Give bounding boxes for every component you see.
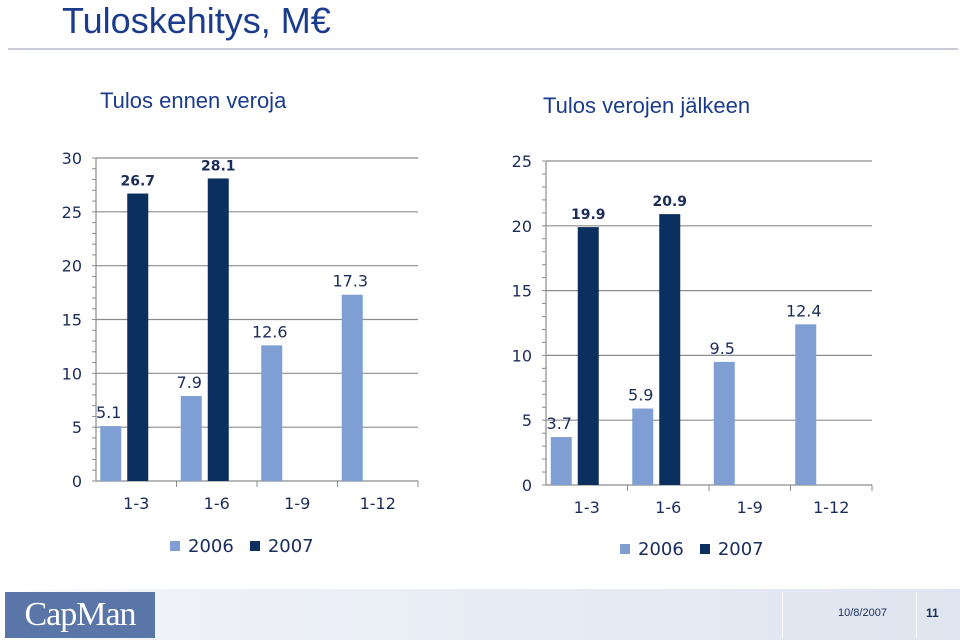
data-label: 5.9 (628, 386, 653, 405)
logo-text: CapMan (24, 596, 136, 633)
y-tick-label: 25 (512, 152, 532, 171)
bar-2007-1-3 (127, 193, 149, 481)
y-tick-label: 10 (512, 346, 532, 365)
bar-2006-1-12 (795, 324, 817, 485)
x-tick-label: 1-6 (204, 494, 230, 513)
bar-2006-1-12 (341, 294, 363, 481)
legend-swatch-2007 (249, 541, 260, 551)
footer-date: 10/8/2007 (838, 607, 887, 619)
x-tick-label: 1-12 (360, 494, 396, 513)
y-tick-label: 25 (62, 203, 82, 222)
legend-pretax: 2006 2007 (170, 534, 330, 558)
footer-divider (916, 592, 917, 638)
x-tick-label: 1-9 (737, 498, 763, 517)
legend-aftertax: 2006 2007 (620, 537, 780, 561)
legend-label-2006: 2006 (638, 538, 684, 560)
legend-label-2007: 2007 (267, 535, 314, 557)
footer-band (0, 589, 960, 640)
legend-swatch-2006 (620, 544, 630, 554)
legend-label-2007: 2007 (717, 538, 764, 560)
y-tick-label: 0 (522, 476, 532, 495)
x-tick-label: 1-9 (284, 494, 310, 513)
y-tick-label: 20 (62, 257, 82, 276)
bar-2006-1-3 (550, 437, 572, 485)
y-tick-label: 0 (72, 472, 82, 491)
data-label: 17.3 (332, 272, 368, 291)
y-tick-label: 15 (512, 282, 532, 301)
legend-item-2006: 2006 (170, 536, 234, 557)
x-tick-label: 1-3 (574, 498, 600, 517)
bar-2007-1-3 (577, 227, 599, 485)
chart-title-aftertax: Tulos verojen jälkeen (543, 93, 751, 118)
data-label: 28.1 (201, 158, 236, 174)
y-tick-label: 5 (522, 411, 532, 430)
data-label: 5.1 (96, 403, 121, 422)
data-label: 9.5 (710, 339, 735, 358)
legend-label-2006: 2006 (188, 535, 234, 557)
y-tick-label: 30 (62, 149, 82, 168)
chart-title-pretax: Tulos ennen veroja (100, 88, 287, 113)
legend-item-2007: 2007 (699, 538, 764, 560)
bar-2007-1-6 (659, 214, 681, 486)
legend-item-2007: 2007 (249, 535, 314, 557)
title-divider (8, 48, 958, 50)
bar-2007-1-6 (207, 178, 229, 481)
y-tick-label: 20 (512, 217, 532, 236)
data-label: 26.7 (120, 174, 155, 190)
bar-2006-1-3 (100, 426, 122, 481)
y-tick-label: 15 (62, 311, 82, 330)
footer-divider (782, 592, 783, 638)
bar-2006-1-6 (180, 395, 202, 481)
bar-2006-1-9 (261, 345, 283, 481)
data-label: 19.9 (571, 207, 606, 223)
bar-2006-1-9 (713, 361, 735, 485)
capman-logo: CapMan (5, 592, 155, 638)
x-tick-label: 1-6 (655, 498, 681, 517)
data-label: 12.6 (252, 322, 288, 341)
y-tick-label: 5 (72, 418, 82, 437)
legend-swatch-2007 (699, 544, 710, 554)
legend-swatch-2006 (170, 541, 180, 551)
data-label: 12.4 (786, 301, 822, 320)
y-tick-label: 10 (62, 364, 82, 383)
page-title: Tuloskehitys, M€ (62, 0, 331, 41)
data-label: 7.9 (177, 373, 202, 392)
x-tick-label: 1-12 (813, 498, 849, 517)
data-label: 20.9 (652, 194, 687, 210)
page-number: 11 (926, 606, 939, 620)
x-tick-label: 1-3 (123, 494, 149, 513)
data-label: 3.7 (547, 414, 572, 433)
bar-2006-1-6 (632, 408, 654, 485)
legend-item-2006: 2006 (620, 539, 684, 560)
